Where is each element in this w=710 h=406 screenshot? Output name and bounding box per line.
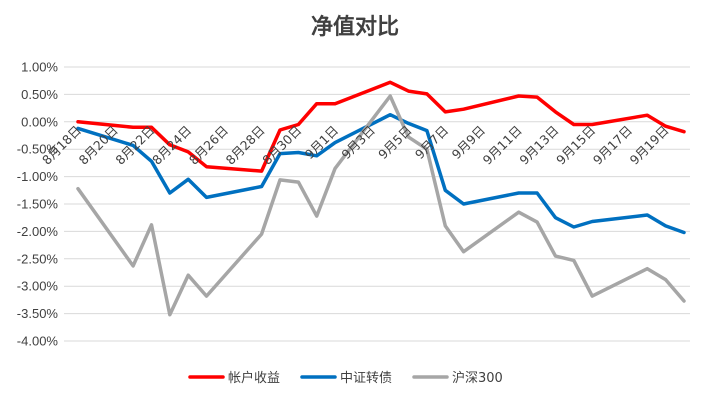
y-tick-label: -3.00% — [17, 279, 59, 294]
y-tick-label: -2.00% — [17, 224, 59, 239]
gridlines — [64, 66, 690, 342]
series-line-acct — [76, 80, 686, 173]
y-tick-label: 0.00% — [21, 114, 58, 129]
chart-title: 净值对比 — [311, 14, 399, 40]
y-tick-label: -1.00% — [17, 169, 59, 184]
x-tick-label: 9月15日 — [553, 123, 598, 168]
x-tick-label: 8月26日 — [186, 123, 231, 168]
legend-label-acct: 帐户收益 — [228, 370, 280, 386]
legend-label-conv: 中证转债 — [340, 371, 392, 386]
x-tick-label: 8月28日 — [223, 123, 268, 168]
x-tick-label: 9月3日 — [338, 123, 378, 163]
y-axis-tick-labels: 1.00% 0.50% 0.00% -0.50% -1.00% -1.50% -2.00% -… — [17, 60, 59, 349]
x-tick-label: 9月5日 — [375, 123, 415, 163]
y-tick-label: -1.50% — [17, 197, 59, 212]
x-tick-label: 9月13日 — [516, 123, 561, 168]
x-tick-label: 9月17日 — [590, 123, 635, 168]
x-tick-label: 9月19日 — [627, 123, 672, 168]
y-tick-label: 0.50% — [21, 87, 58, 102]
legend-label-hs300: 沪深300 — [452, 370, 503, 386]
x-tick-label: 9月11日 — [480, 123, 525, 168]
y-tick-label: -2.50% — [17, 251, 59, 266]
series-lines — [76, 80, 686, 317]
y-tick-label: -3.50% — [17, 306, 59, 321]
y-tick-label: -4.00% — [17, 334, 59, 349]
y-tick-label: 1.00% — [21, 60, 58, 75]
legend: 帐户收益 中证转债 沪深300 — [188, 370, 503, 386]
y-tick-label: -0.50% — [17, 142, 59, 157]
x-axis-tick-labels: 8月18日8月20日8月22日8月24日8月26日8月28日8月30日9月1日9… — [39, 123, 672, 168]
series-line-hs300 — [76, 94, 686, 317]
